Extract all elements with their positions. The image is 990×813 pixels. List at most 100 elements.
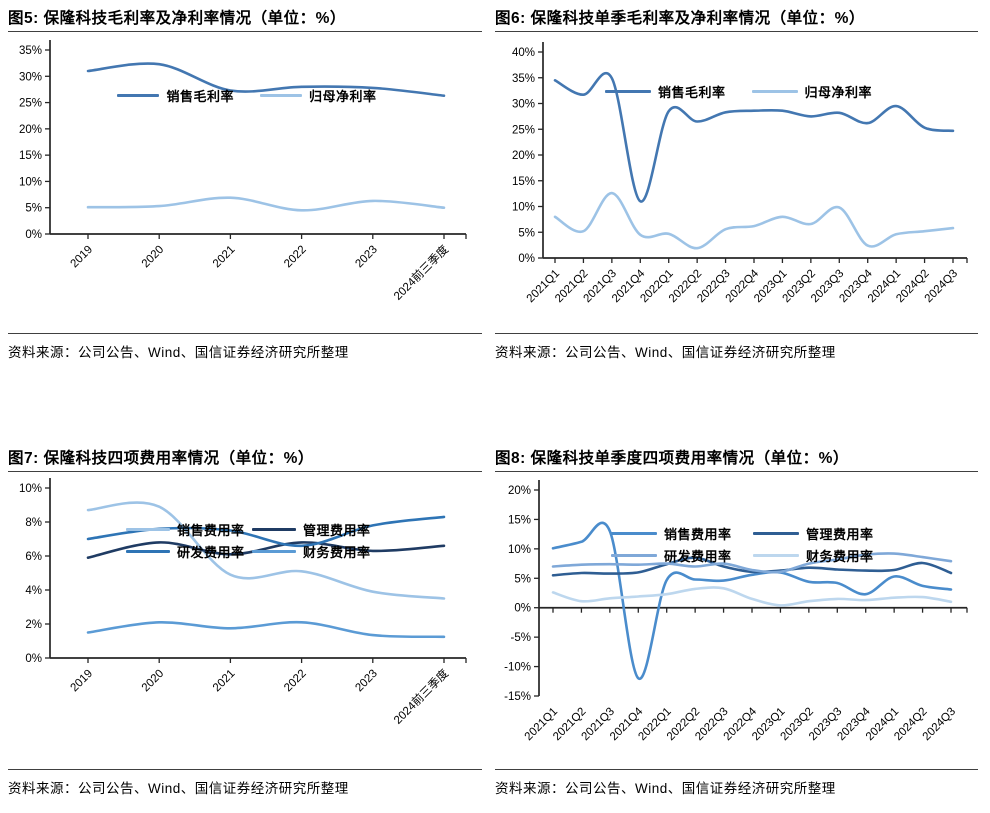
figure8-source-note: 资料来源：公司公告、Wind、国信证券经济研究所整理 [495,781,836,796]
y-tick-label: 0% [518,253,535,265]
legend-label: 研发费用率 [664,549,732,564]
title-divider [495,31,978,32]
figure5-source-note: 资料来源：公司公告、Wind、国信证券经济研究所整理 [8,345,349,360]
x-tick-label: 2020 [140,668,167,695]
figure5-line-chart: 35% 30% 25% 20% 15% 10% 5% 0% 2019 2020 2021 2022 20… [8,36,486,341]
title-divider [495,471,978,472]
legend-label: 管理费用率 [806,527,874,542]
y-tick-label: 2% [25,619,42,631]
legend-line-swatch [604,90,651,93]
y-tick-label: 25% [19,98,42,110]
legend-item: 研发费用率 [126,542,252,561]
figure8-card: 图8: 保隆科技单季度四项费用率情况（单位：%） 20% 15% 10% 5% 0% -5… [495,446,982,806]
series-line-0 [86,62,446,97]
figure6-source-note: 资料来源：公司公告、Wind、国信证券经济研究所整理 [495,345,836,360]
y-tick-label: 5% [25,203,42,215]
legend-item: 归母净利率 [260,86,377,105]
source-divider [495,333,978,334]
y-tick-label: 8% [25,517,42,529]
legend-line-swatch [117,94,160,97]
figure8-line-chart: 20% 15% 10% 5% 0% -5% -10% -15% 2021Q1 2021Q2 2021… [495,476,982,775]
source-divider [8,333,482,334]
legend-line-swatch [260,94,302,97]
y-axis: 10% 8% 6% 4% 2% 0% [19,478,51,665]
figure7-title: 图7: 保隆科技四项费用率情况（单位：%） [8,450,314,467]
legend-item: 归母净利率 [751,82,873,101]
chart-canvas: 10% 8% 6% 4% 2% 0% 2019 2020 2021 2022 2023 2024前三季… [19,478,467,727]
legend-line-swatch [611,532,657,535]
legend-item: 销售毛利率 [604,82,726,101]
legend-label: 研发费用率 [177,545,245,560]
legend-label: 财务费用率 [806,549,874,564]
figure8-title: 图8: 保隆科技单季度四项费用率情况（单位：%） [495,450,849,467]
y-tick-label: 15% [512,176,535,188]
y-tick-label: 6% [25,551,42,563]
y-tick-label: 4% [25,585,42,597]
series-line-1 [551,556,953,577]
legend-line-swatch [126,528,170,531]
y-tick-label: -5% [511,632,531,644]
y-tick-label: 20% [508,485,531,497]
x-tick-label: 2021 [211,244,238,271]
y-tick-label: -10% [504,662,531,674]
legend-line-swatch [252,528,296,531]
y-tick-label: 0% [25,229,42,241]
y-tick-label: 10% [512,202,535,214]
legend-item: 销售毛利率 [117,86,234,105]
chart-legend: 销售费用率 管理费用率研发费用率 财务费用率 [611,524,895,565]
source-divider [8,769,482,770]
chart-canvas: 20% 15% 10% 5% 0% -5% -10% -15%2021Q12021Q22021… [504,480,968,743]
x-tick-label: 2024前三季度 [391,666,452,727]
series-line-2 [551,552,953,574]
y-tick-label: 30% [19,71,42,83]
series-line-1 [86,541,446,559]
figure6-line-chart: 40% 35% 30% 25% 20% 15% 10% 5% 0% 2021Q1 2021Q2 202… [495,36,982,341]
figure7-source-note: 资料来源：公司公告、Wind、国信证券经济研究所整理 [8,781,349,796]
legend-label: 归母净利率 [309,89,377,104]
legend-label: 管理费用率 [303,523,371,538]
legend-label: 销售费用率 [177,523,245,538]
chart-canvas: 40% 35% 30% 25% 20% 15% 10% 5% 0%2021Q12021Q2202… [512,42,968,305]
legend-item: 销售费用率 [126,520,252,539]
figure5-card: 图5: 保隆科技毛利率及净利率情况（单位：%） 35% 30% 25% 20% 15% 1… [8,6,486,406]
chart-canvas: 35%30%25%20%15%10%5%0%2019 2020 2021 2022 20… [19,40,467,303]
x-axis: 2019 2020 2021 2022 2023 2024前三季度 [50,233,467,303]
legend-item: 销售费用率 [611,524,753,543]
x-tick-label: 2024前三季度 [391,242,452,303]
y-tick-label: 20% [19,124,42,136]
y-tick-label: 20% [512,150,535,162]
legend-item: 管理费用率 [252,520,378,539]
legend-line-swatch [753,532,799,535]
legend-item: 管理费用率 [753,524,895,543]
y-axis: 35% 30% 25% 20% 15% 10% 5% 0% [19,40,51,241]
x-tick-label: 2023 [353,668,380,695]
legend-line-swatch [126,550,170,553]
legend-label: 销售毛利率 [657,85,726,100]
y-tick-label: -15% [504,691,531,703]
legend-label: 销售毛利率 [166,89,234,104]
series-line-0 [551,521,953,680]
chart-legend: 销售毛利率 归母净利率 [495,82,982,101]
y-tick-label: 15% [19,150,42,162]
source-divider [495,769,978,770]
legend-label: 财务费用率 [303,545,371,560]
x-tick-label: 2020 [140,244,167,271]
legend-item: 财务费用率 [252,542,378,561]
figure5-title: 图5: 保隆科技毛利率及净利率情况（单位：%） [8,10,346,27]
series-line-3 [551,586,953,607]
y-tick-label: 40% [512,47,535,59]
x-tick-label: 2023 [353,244,380,271]
legend-line-swatch [753,554,799,557]
chart-legend: 销售费用率 管理费用率研发费用率 财务费用率 [126,520,378,561]
x-tick-label: 2019 [69,244,96,271]
title-divider [8,471,482,472]
legend-label: 销售费用率 [664,527,732,542]
x-tick-label: 2022 [282,244,309,271]
y-tick-label: 10% [19,483,42,495]
y-tick-label: 10% [19,176,42,188]
y-tick-label: 5% [518,227,535,239]
legend-label: 归母净利率 [804,85,873,100]
x-tick-label: 2021 [211,668,238,695]
series-line-1 [86,196,446,212]
y-tick-label: 10% [508,544,531,556]
